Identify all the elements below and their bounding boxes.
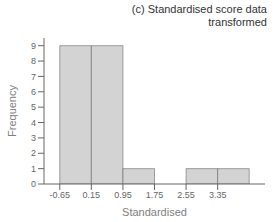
svg-text:7: 7 (31, 72, 36, 82)
svg-text:4: 4 (31, 118, 36, 128)
svg-text:Standardised: Standardised (122, 206, 187, 218)
svg-text:-0.65: -0.65 (50, 190, 71, 200)
html-text:(c) Standardised score data tr: (c) Standardised score data transformed (131, 3, 267, 28)
svg-text:1: 1 (31, 164, 36, 174)
svg-text:3.35: 3.35 (209, 190, 227, 200)
svg-text:1.75: 1.75 (146, 190, 164, 200)
svg-text:6: 6 (31, 87, 36, 97)
svg-text:2: 2 (31, 148, 36, 158)
svg-text:2.55: 2.55 (177, 190, 195, 200)
svg-text:0.95: 0.95 (114, 190, 132, 200)
svg-text:5: 5 (31, 102, 36, 112)
svg-text:8: 8 (31, 56, 36, 66)
svg-text:3: 3 (31, 133, 36, 143)
svg-text:9: 9 (31, 41, 36, 51)
svg-text:0.15: 0.15 (83, 190, 101, 200)
svg-text:0: 0 (31, 179, 36, 189)
svg-text:Frequency: Frequency (8, 85, 18, 137)
